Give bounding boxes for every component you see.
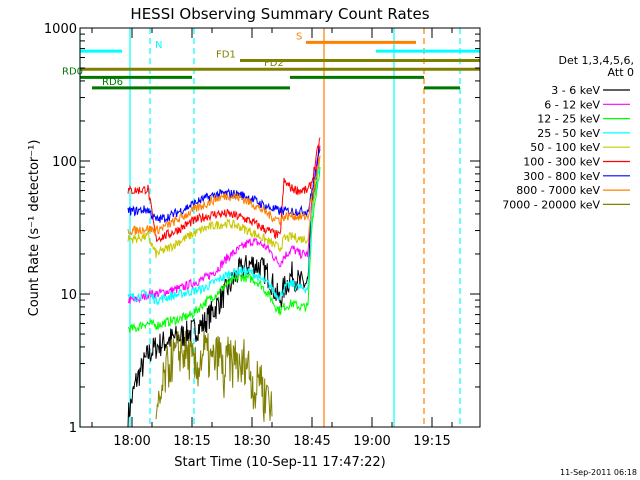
x-tick-label: 19:00 (353, 434, 390, 449)
legend-label: 6 - 12 keV (544, 98, 600, 111)
series-line (127, 167, 321, 334)
flag-bars: N S FD1 FD2 RD0 RD6 (62, 31, 480, 90)
x-tick-label: 18:15 (173, 434, 210, 449)
legend-label: 50 - 100 keV (530, 141, 600, 154)
plot-frame (79, 27, 481, 428)
flag-label: N (155, 40, 162, 51)
legend-header: Att 0 (608, 66, 634, 79)
legend-label: 100 - 300 keV (523, 156, 600, 169)
legend-label: 800 - 7000 keV (516, 184, 600, 197)
x-tick-label: 18:30 (233, 434, 270, 449)
series-line (127, 150, 321, 223)
legend-header: Det 1,3,4,5,6, (558, 54, 634, 67)
y-tick-label: 100 (52, 155, 77, 170)
flag-label: RD0 (62, 66, 83, 77)
series-line (155, 330, 273, 422)
flag-label: S (296, 31, 302, 42)
flag-label: RD6 (102, 77, 123, 88)
y-tick-label: 1000 (44, 22, 77, 37)
y-tick-label: 10 (60, 288, 77, 303)
x-tick-label: 19:15 (413, 434, 450, 449)
flag-label: FD1 (216, 49, 236, 60)
series-line (127, 160, 321, 306)
chart-title: HESSI Observing Summary Count Rates (130, 5, 429, 23)
legend-label: 3 - 6 keV (551, 84, 600, 97)
series-line (127, 155, 321, 259)
series-line (127, 146, 321, 427)
legend-label: 7000 - 20000 keV (502, 198, 600, 211)
y-axis-label: Count Rate (s⁻¹ detector⁻¹) (27, 140, 42, 317)
axes: 1 10 100 1000 18:00 18:15 18:30 18:45 19:00 19:15 (44, 22, 480, 449)
timestamp: 11-Sep-2011 06:18 (560, 468, 637, 477)
flag-label: FD2 (264, 58, 284, 69)
series-line (127, 137, 321, 243)
x-tick-label: 18:00 (113, 434, 150, 449)
x-tick-label: 18:45 (293, 434, 330, 449)
series-line (127, 145, 321, 304)
y-tick-label: 1 (69, 421, 77, 436)
legend-label: 12 - 25 keV (537, 113, 600, 126)
legend-label: 25 - 50 keV (537, 127, 600, 140)
series-line (127, 155, 321, 235)
x-axis-label: Start Time (10-Sep-11 17:47:22) (174, 455, 385, 470)
series-lines (127, 137, 321, 427)
legend-label: 300 - 800 keV (523, 170, 600, 183)
